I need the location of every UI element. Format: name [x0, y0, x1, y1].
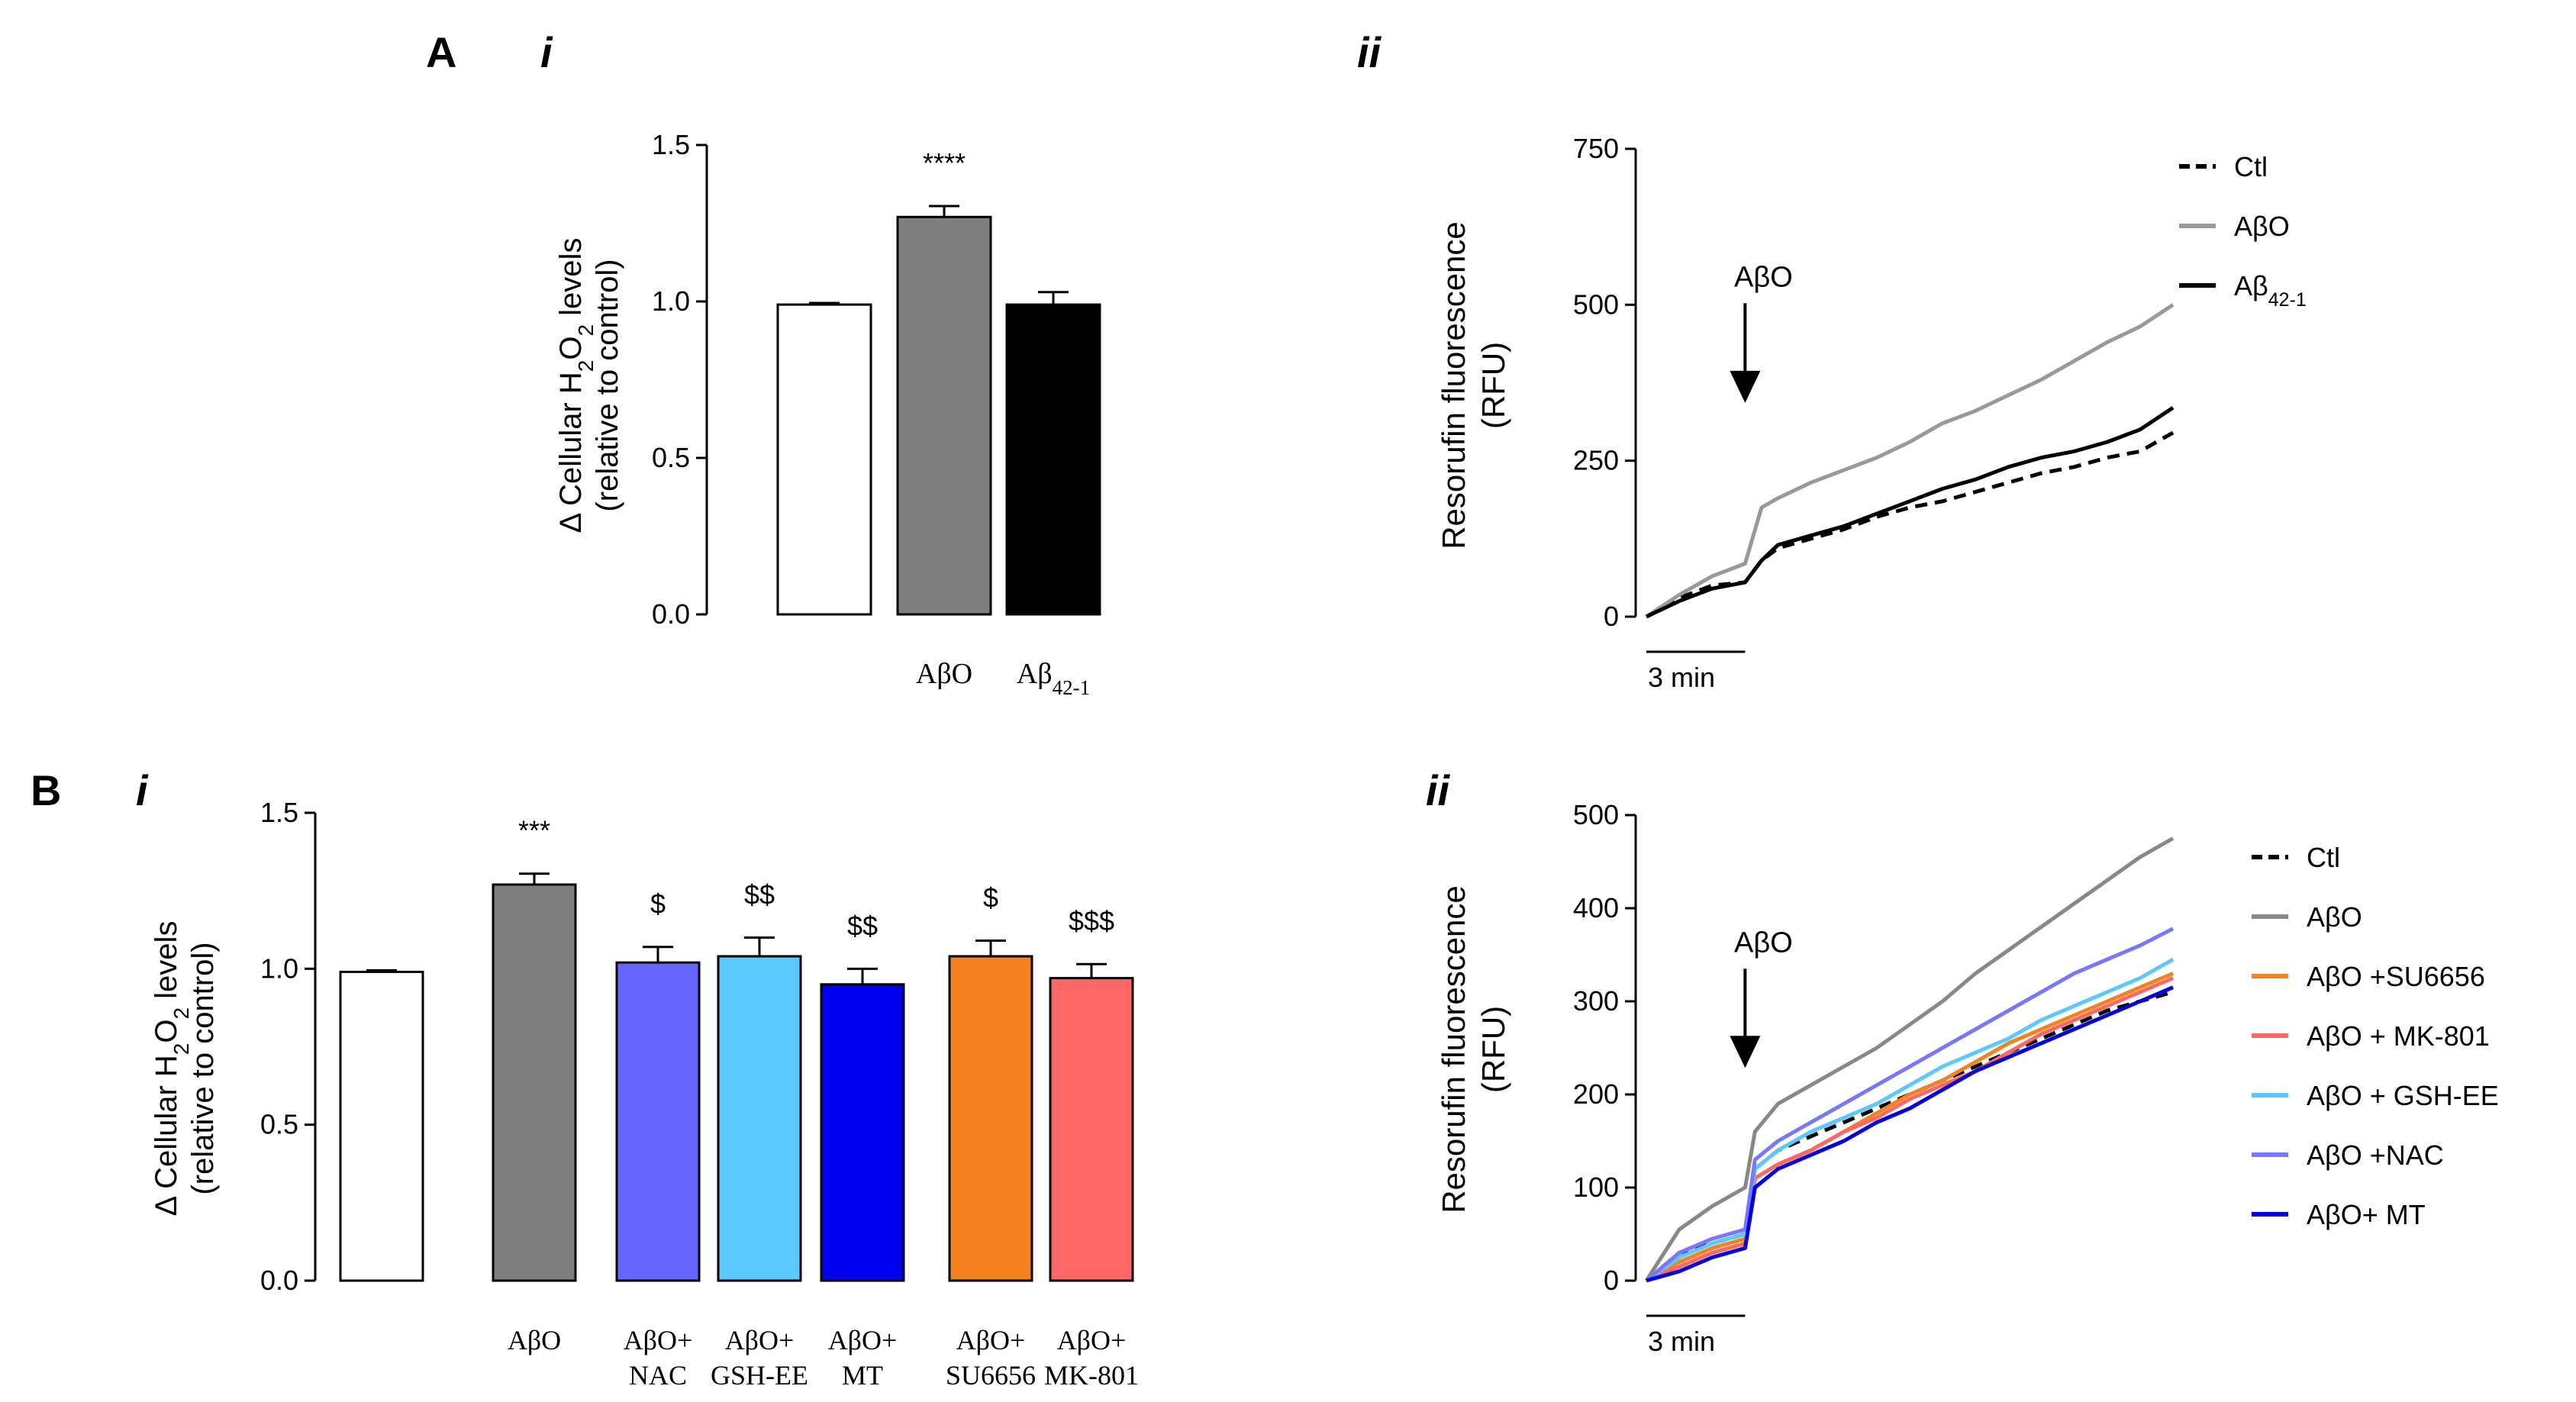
a-i-y-label-line2: (relative to control): [591, 259, 624, 511]
b-ii-series-line: [1645, 972, 2174, 1283]
b-i-y-label-line2: (relative to control): [186, 942, 220, 1194]
b-ii-legend-label: AβO +NAC: [2307, 1139, 2444, 1171]
b-i-bar: [615, 961, 701, 1282]
a-ii-legend-label: Aβ42-1: [2234, 270, 2307, 311]
b-ii-legend-label: AβO +SU6656: [2307, 961, 2485, 992]
b-i-bar-annotation: $: [983, 882, 998, 914]
a-ii-y-tick-label: 500: [1573, 288, 1619, 320]
b-ii-y-tick-label: 200: [1573, 1078, 1619, 1110]
b-ii-y-tick-label: 300: [1573, 985, 1619, 1017]
b-i-y-tick-label: 0.0: [260, 1265, 298, 1296]
b-ii-legend-label: AβO: [2307, 901, 2362, 933]
a-ii-legend-label: AβO: [2234, 211, 2290, 242]
b-ii-y-tick-label: 0: [1604, 1265, 1619, 1296]
b-ii-y-label-line2: (RFU): [1475, 1006, 1511, 1093]
b-i-bar: [717, 955, 802, 1282]
b-ii-series-line: [1646, 976, 2174, 1283]
b-i-bar-annotation: ***: [518, 815, 550, 846]
b-ii-scalebar-label: 3 min: [1648, 1326, 1715, 1357]
b-i-x-category-label: GSH-EE: [711, 1360, 808, 1391]
a-ii-y-label-line1: Resorufin fluorescence: [1436, 221, 1472, 550]
b-i-y-tick-label: 1.5: [260, 797, 298, 828]
panel-label-a-ii: ii: [1357, 28, 1382, 76]
b-i-bar-annotation: $: [650, 888, 666, 920]
a-ii-y-tick-label: 0: [1604, 601, 1619, 632]
b-i-x-category-label: AβO: [508, 1325, 561, 1355]
chart-a-i-bar: Δ Cellular H2O2 levels (relative to contr…: [554, 129, 1101, 699]
b-i-bar-annotation: $$: [847, 910, 878, 941]
a-i-y-tick-label: 1.0: [652, 285, 690, 317]
b-ii-y-label-line1: Resorufin fluorescence: [1436, 885, 1472, 1213]
b-i-bar: [339, 970, 424, 1282]
a-i-bar: [1005, 303, 1101, 616]
b-i-x-category-label: AβO+: [624, 1325, 693, 1355]
b-i-x-category-label: AβO+: [956, 1325, 1026, 1355]
b-ii-legend-label: Ctl: [2307, 842, 2340, 873]
panel-label-a-i: i: [540, 28, 553, 76]
b-ii-series-line: [1645, 990, 2174, 1282]
a-i-y-tick-label: 0.5: [652, 442, 690, 473]
panel-label-b: B: [31, 766, 61, 814]
b-i-x-category-label: MT: [842, 1360, 883, 1391]
a-ii-y-tick-label: 250: [1573, 445, 1619, 476]
b-ii-arrow-label: AβO: [1734, 927, 1793, 959]
panel-label-b-ii: ii: [1426, 766, 1451, 814]
b-ii-series-line: [1644, 836, 2175, 1282]
chart-b-i-bar: Δ Cellular H2O2 levels (relative to contr…: [150, 797, 1139, 1391]
a-ii-y-tick-label: 750: [1573, 133, 1619, 164]
a-i-bar: [896, 215, 992, 616]
chart-a-ii-line: Resorufin fluorescence (RFU) 0 250 500 750 AβO…: [1436, 133, 2307, 693]
a-ii-legend-label: Ctl: [2234, 151, 2268, 182]
b-ii-legend-label: AβO+ MT: [2307, 1199, 2426, 1230]
a-i-y-tick-label: 0.0: [652, 598, 690, 630]
b-i-bar: [492, 883, 577, 1282]
b-i-x-category-label: NAC: [629, 1360, 687, 1391]
a-ii-scalebar-label: 3 min: [1648, 662, 1715, 693]
a-ii-series-line: [1645, 430, 2175, 619]
b-i-bar-annotation: $$: [744, 878, 775, 910]
panel-label-b-i: i: [136, 766, 149, 814]
chart-b-ii-line: Resorufin fluorescence (RFU) 0 100 200 300 400…: [1436, 799, 2499, 1357]
a-ii-arrow-head: [1730, 370, 1761, 403]
a-i-bar-annotation: ****: [923, 147, 966, 179]
b-ii-y-tick-label: 400: [1573, 892, 1619, 923]
a-i-x-category-label: AβO: [916, 658, 972, 690]
b-i-y-tick-label: 1.0: [260, 952, 298, 984]
panel-label-a: A: [426, 28, 456, 76]
a-i-y-label-line1: Δ Cellular H2O2 levels: [554, 238, 598, 533]
b-i-bar: [1049, 977, 1134, 1282]
b-ii-y-tick-label: 100: [1573, 1172, 1619, 1203]
b-ii-series-line: [1645, 957, 2175, 1283]
b-i-x-category-label: AβO+: [725, 1325, 795, 1355]
b-ii-series-line: [1646, 985, 2174, 1283]
b-i-bar-annotation: $$$: [1069, 905, 1114, 936]
b-i-bar: [820, 983, 905, 1282]
a-ii-arrow-label: AβO: [1734, 261, 1793, 293]
b-i-y-label-line1: Δ Cellular H2O2 levels: [150, 921, 193, 1217]
a-ii-series-line: [1645, 303, 2175, 619]
b-i-x-category-label: AβO+: [828, 1325, 898, 1355]
a-i-y-tick-label: 1.5: [652, 129, 690, 160]
b-ii-legend-label: AβO + GSH-EE: [2307, 1080, 2499, 1111]
a-i-x-category-label: Aβ42-1: [1017, 658, 1090, 699]
a-i-bar: [776, 303, 872, 616]
b-ii-series-line: [1645, 927, 2175, 1282]
b-ii-arrow-head: [1730, 1036, 1761, 1068]
b-i-y-tick-label: 0.5: [260, 1109, 298, 1140]
a-ii-y-label-line2: (RFU): [1475, 342, 1511, 429]
b-i-bar: [948, 955, 1033, 1282]
b-i-x-category-label: SU6656: [946, 1360, 1036, 1391]
b-ii-legend-label: AβO + MK-801: [2307, 1020, 2490, 1052]
b-i-x-category-label: MK-801: [1044, 1360, 1139, 1391]
b-i-x-category-label: AβO+: [1057, 1325, 1127, 1355]
b-ii-y-tick-label: 500: [1573, 799, 1619, 830]
a-ii-series-line: [1645, 406, 2175, 619]
